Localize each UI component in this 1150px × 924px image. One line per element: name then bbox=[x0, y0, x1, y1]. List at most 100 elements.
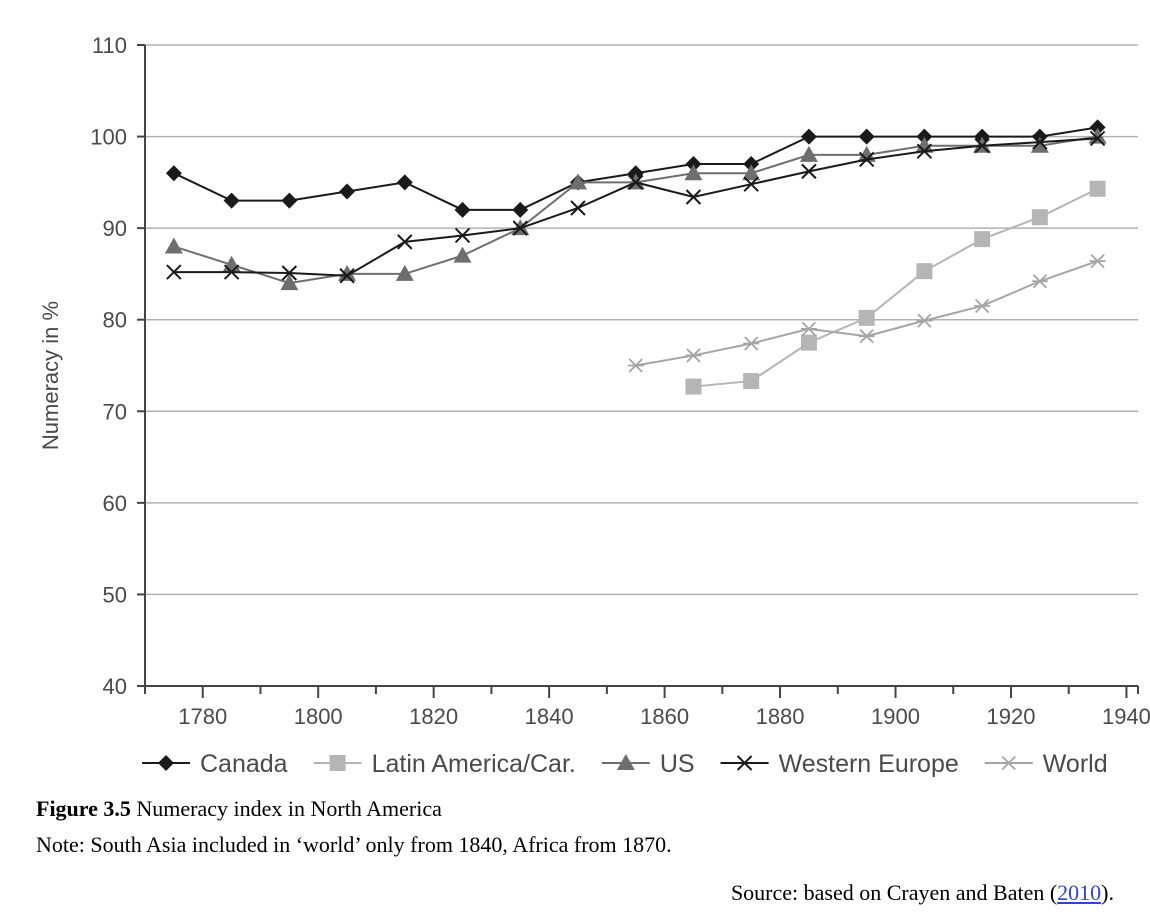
figure-note: Note: South Asia included in ‘world’ onl… bbox=[36, 832, 672, 857]
data-point-us bbox=[915, 136, 934, 153]
legend-label-latin-america-car: Latin America/Car. bbox=[372, 750, 576, 778]
data-point-western-europe bbox=[801, 163, 817, 180]
legend-marker-world bbox=[1000, 755, 1017, 771]
x-tick-label: 1880 bbox=[756, 704, 805, 729]
data-point-western-europe bbox=[628, 174, 644, 191]
legend: Canada Latin America/Car. US Western Europe… bbox=[142, 750, 1108, 778]
y-tick-label: 50 bbox=[103, 582, 127, 607]
data-point-latin-america-car bbox=[974, 231, 991, 248]
data-point-western-europe bbox=[1089, 130, 1106, 147]
data-point-us bbox=[1030, 136, 1049, 153]
series-line-western-europe bbox=[173, 137, 1098, 277]
data-point-latin-america-car bbox=[1089, 180, 1106, 197]
data-point-western-europe bbox=[570, 200, 586, 216]
legend-label-world: World bbox=[1043, 750, 1108, 778]
legend-marker-western-europe bbox=[736, 755, 753, 771]
data-point-us bbox=[453, 246, 472, 263]
data-point-us bbox=[395, 264, 414, 281]
data-point-us bbox=[568, 173, 587, 190]
figure-title: Numeracy index in North America bbox=[136, 796, 442, 821]
source-suffix: ). bbox=[1101, 880, 1114, 905]
data-point-latin-america-car bbox=[916, 263, 933, 280]
data-point-us bbox=[164, 237, 183, 254]
numeracy-line-chart: 40 50 60 70 80 90 100 110 1780 1800 1820 1840 1860 18… bbox=[38, 33, 1150, 778]
data-point-world bbox=[800, 321, 817, 337]
data-point-latin-america-car bbox=[743, 373, 760, 390]
source-year-link[interactable]: 2010 bbox=[1057, 880, 1102, 905]
series-us bbox=[164, 127, 1107, 291]
data-point-canada bbox=[512, 201, 529, 218]
legend-label-us: US bbox=[660, 750, 695, 778]
x-tick-label: 1780 bbox=[178, 704, 227, 729]
data-point-us bbox=[338, 264, 357, 281]
data-point-canada bbox=[223, 192, 240, 209]
legend-marker-latin-america-car bbox=[329, 755, 346, 771]
x-tick-label: 1940 bbox=[1102, 704, 1150, 729]
data-point-canada bbox=[1031, 128, 1048, 145]
data-point-western-europe bbox=[166, 264, 182, 280]
y-tick-label: 80 bbox=[103, 308, 127, 333]
y-axis-title: Numeracy in % bbox=[38, 301, 63, 450]
x-tick-label: 1820 bbox=[409, 704, 458, 729]
y-tick-label: 60 bbox=[103, 491, 127, 516]
source-prefix: Source: based on Crayen and Baten ( bbox=[730, 880, 1058, 905]
legend-label-canada: Canada bbox=[200, 750, 288, 778]
data-point-western-europe bbox=[685, 189, 702, 205]
data-point-canada bbox=[281, 192, 298, 209]
legend-marker-us bbox=[616, 754, 635, 770]
data-point-western-europe bbox=[858, 151, 875, 168]
data-point-canada bbox=[396, 174, 413, 191]
data-point-world bbox=[627, 358, 644, 373]
data-point-canada bbox=[339, 183, 356, 200]
y-tick-label: 110 bbox=[92, 33, 127, 58]
series-latin-america-car bbox=[685, 180, 1106, 395]
x-tick-label: 1920 bbox=[987, 704, 1036, 729]
data-point-world bbox=[858, 329, 875, 344]
data-point-western-europe bbox=[512, 220, 528, 236]
series-canada bbox=[165, 119, 1106, 218]
legend-label-western-europe: Western Europe bbox=[779, 750, 959, 778]
data-point-canada bbox=[1089, 119, 1106, 136]
legend-item-us: US bbox=[601, 750, 695, 778]
figure-source: Source: based on Crayen and Baten (2010)… bbox=[731, 880, 1114, 906]
data-point-canada bbox=[454, 201, 471, 218]
x-tick-label: 1800 bbox=[294, 704, 343, 729]
x-tick-label: 1860 bbox=[640, 704, 689, 729]
data-point-world bbox=[916, 313, 933, 328]
data-point-western-europe bbox=[397, 234, 413, 250]
data-point-western-europe bbox=[974, 138, 990, 154]
x-tick-label: 1840 bbox=[525, 704, 574, 729]
data-point-us bbox=[742, 164, 761, 181]
x-tick-label: 1900 bbox=[871, 704, 920, 729]
data-point-us bbox=[799, 145, 818, 162]
data-point-us bbox=[280, 274, 299, 291]
data-point-us bbox=[684, 164, 703, 181]
legend-item-world: World bbox=[984, 750, 1108, 778]
data-point-world bbox=[685, 348, 702, 363]
data-point-us bbox=[1088, 127, 1107, 144]
legend-item-canada: Canada bbox=[142, 750, 288, 778]
data-point-western-europe bbox=[454, 227, 471, 244]
data-point-latin-america-car bbox=[685, 378, 702, 395]
figure-label: Figure 3.5 bbox=[36, 796, 131, 821]
data-point-world bbox=[1031, 274, 1048, 289]
data-point-canada bbox=[743, 156, 760, 173]
data-point-western-europe bbox=[1032, 134, 1048, 150]
data-point-western-europe bbox=[223, 264, 240, 280]
legend-marker-canada bbox=[158, 755, 174, 771]
data-point-canada bbox=[916, 128, 933, 145]
series-western-europe bbox=[166, 130, 1106, 284]
data-point-latin-america-car bbox=[1031, 209, 1048, 226]
data-point-canada bbox=[685, 156, 702, 173]
data-point-latin-america-car bbox=[800, 334, 817, 351]
y-tick-label: 70 bbox=[103, 399, 127, 424]
legend-item-western-europe: Western Europe bbox=[720, 750, 959, 778]
series-world bbox=[627, 253, 1106, 373]
data-point-canada bbox=[165, 165, 182, 182]
data-point-world bbox=[743, 336, 760, 351]
data-point-latin-america-car bbox=[858, 309, 875, 326]
data-point-western-europe bbox=[339, 268, 355, 284]
data-point-canada bbox=[858, 128, 875, 145]
data-point-western-europe bbox=[281, 265, 298, 281]
y-tick-label: 40 bbox=[103, 674, 127, 699]
